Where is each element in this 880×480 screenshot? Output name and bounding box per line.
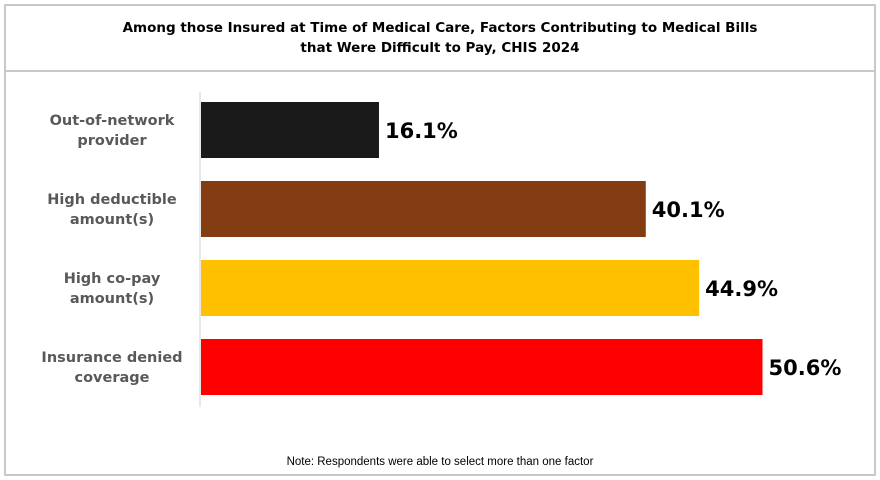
category-label-3-line-1: coverage — [75, 370, 150, 386]
bar-0 — [201, 102, 379, 158]
category-label-0: Out-of-network provider — [50, 113, 175, 149]
category-label-1-line-1: amount(s) — [70, 212, 154, 228]
bar-3 — [201, 339, 763, 395]
bar-1 — [201, 181, 646, 237]
category-label-2-line-1: amount(s) — [70, 291, 154, 307]
bar-value-label-2: 44.9% — [705, 277, 778, 301]
category-label-0-line-0: Out-of-network — [50, 113, 175, 129]
category-label-2: High co-pay amount(s) — [64, 271, 161, 307]
chart-note: Note: Respondents were able to select mo… — [0, 456, 880, 468]
category-label-1-line-0: High deductible — [47, 192, 177, 208]
category-label-3: Insurance denied coverage — [41, 350, 182, 386]
category-label-0-line-1: provider — [77, 133, 147, 149]
bar-2 — [201, 260, 699, 316]
category-label-3-line-0: Insurance denied — [41, 350, 182, 366]
bar-value-label-0: 16.1% — [385, 119, 458, 143]
category-label-2-line-0: High co-pay — [64, 271, 161, 287]
bar-value-label-3: 50.6% — [769, 356, 842, 380]
category-label-1: High deductible amount(s) — [47, 192, 177, 228]
bar-value-label-1: 40.1% — [652, 198, 725, 222]
